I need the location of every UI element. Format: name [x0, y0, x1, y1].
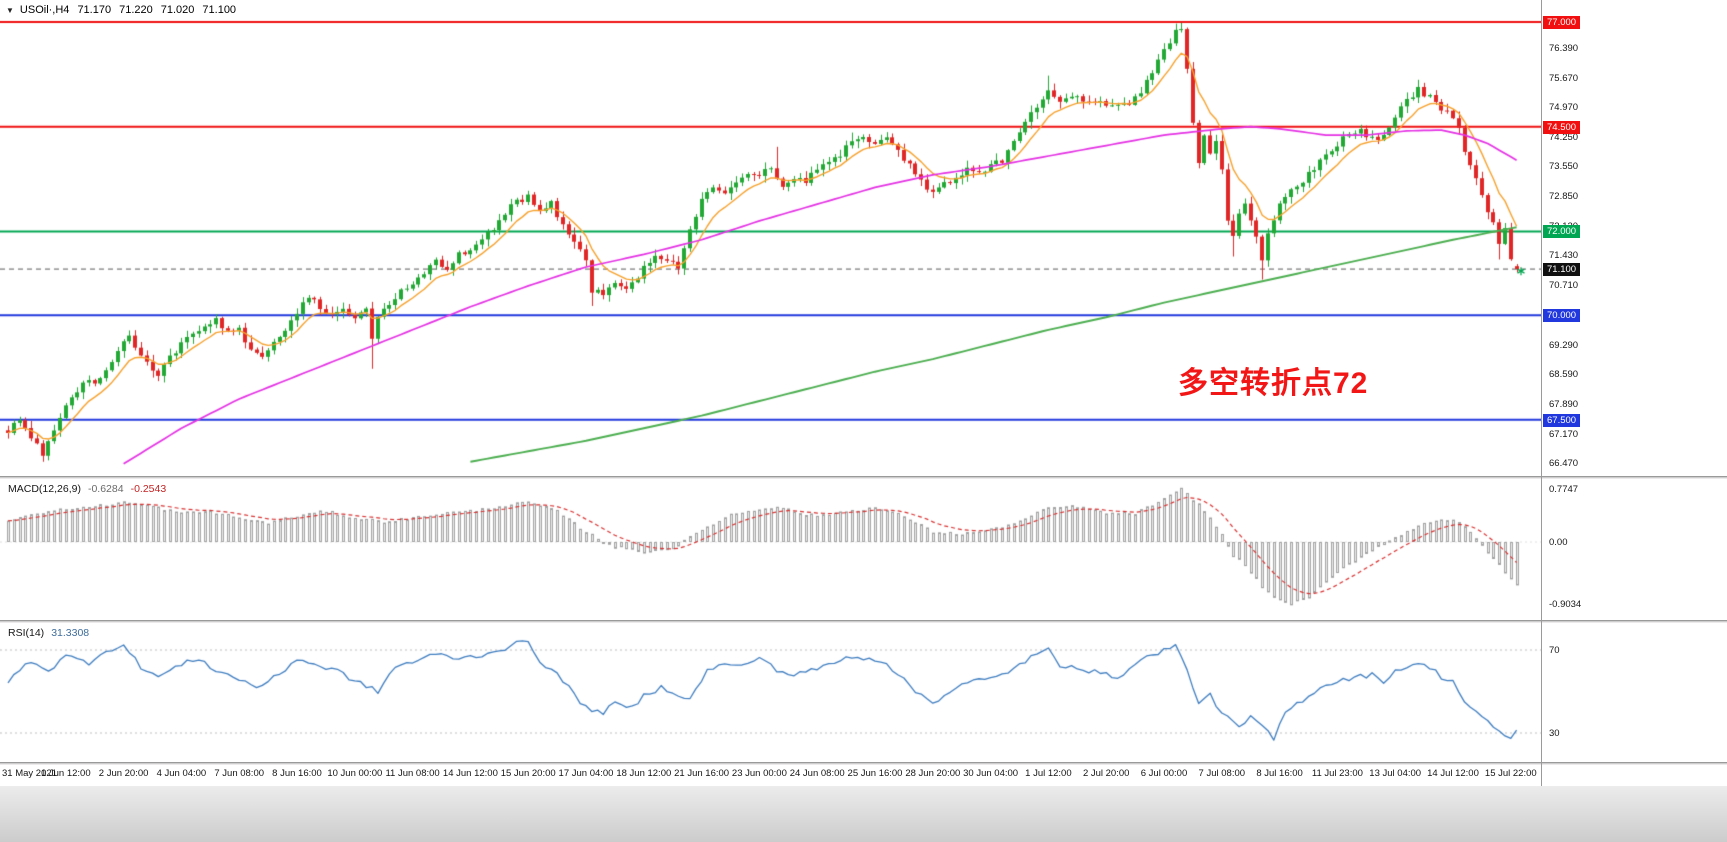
time-axis-label: 15 Jul 22:00: [1484, 768, 1537, 779]
rsi-panel-canvas[interactable]: [0, 623, 1541, 762]
price-axis-label: 71.430: [1549, 250, 1579, 262]
macd-axis[interactable]: 0.7747 0.00 -0.9034: [1542, 479, 1726, 620]
price-axis-badge: 77.000: [1543, 16, 1581, 29]
macd-axis-label: 0.00: [1549, 537, 1568, 548]
rsi-axis[interactable]: 70 30: [1542, 623, 1726, 762]
price-axis-badge: 67.500: [1543, 413, 1581, 427]
macd-label: MACD(12,26,9): [8, 483, 81, 495]
main-chart-canvas[interactable]: [0, 0, 1541, 476]
time-axis-label: 8 Jun 16:00: [272, 768, 322, 779]
panel-separator[interactable]: [0, 762, 1727, 765]
time-axis-label: 2 Jul 20:00: [1082, 768, 1130, 779]
rsi-header: RSI(14) 31.3308: [8, 627, 89, 639]
time-axis-label: 7 Jun 08:00: [214, 768, 265, 779]
time-axis-label: 18 Jun 12:00: [616, 768, 672, 779]
time-axis-label: 8 Jul 16:00: [1256, 768, 1303, 779]
price-axis-label: 74.250: [1549, 132, 1579, 144]
price-axis[interactable]: 76.39075.67074.97074.25073.55072.85072.1…: [1542, 0, 1726, 476]
price-axis-label: 69.290: [1549, 339, 1579, 351]
price-axis-label: 74.970: [1549, 102, 1579, 114]
time-axis-label: 25 Jun 16:00: [847, 768, 903, 779]
rsi-label: RSI(14): [8, 627, 45, 639]
panel-separator[interactable]: [0, 476, 1727, 479]
time-axis-label: 17 Jun 04:00: [558, 768, 614, 779]
time-axis-label: 6 Jul 00:00: [1140, 768, 1188, 779]
time-axis-label: 14 Jul 12:00: [1427, 768, 1479, 779]
symbol-dropdown-icon[interactable]: ▼: [6, 5, 14, 15]
time-axis-label: 11 Jun 08:00: [385, 768, 440, 779]
price-axis-badge: 70.000: [1543, 309, 1581, 323]
ohlc-high: 71.220: [119, 4, 153, 16]
price-axis-label: 67.170: [1549, 428, 1579, 440]
time-axis-label: 28 Jun 20:00: [905, 768, 961, 779]
time-axis-label: 31 May 2021: [2, 768, 57, 779]
chart-ohlc-header: ▼ USOil·,H4 71.170 71.220 71.020 71.100: [6, 4, 236, 16]
price-axis-label: 68.590: [1549, 369, 1579, 381]
window-bottom-area: [0, 786, 1727, 842]
ohlc-low: 71.020: [160, 4, 195, 16]
price-axis-label: 67.890: [1549, 398, 1579, 410]
time-axis-label: 21 Jun 16:00: [674, 768, 730, 779]
time-axis-label: 10 Jun 00:00: [327, 768, 383, 779]
time-axis-label: 24 Jun 08:00: [789, 768, 845, 779]
macd-panel-canvas[interactable]: [0, 479, 1541, 620]
time-axis-label: 2 Jun 20:00: [98, 768, 149, 779]
time-axis-label: 1 Jul 12:00: [1025, 768, 1072, 779]
chart-annotation-text: 多空转折点72: [1178, 367, 1369, 400]
price-axis-label: 75.670: [1549, 72, 1579, 84]
macd-axis-label: -0.9034: [1549, 599, 1582, 611]
price-axis-label: 66.470: [1549, 457, 1579, 469]
time-axis-label: 23 Jun 00:00: [731, 768, 787, 779]
rsi-axis-label: 30: [1549, 728, 1560, 739]
rsi-axis-label: 70: [1549, 645, 1560, 656]
macd-header: MACD(12,26,9) -0.6284 -0.2543: [8, 483, 166, 495]
price-axis-border: [1541, 0, 1542, 786]
price-axis-badge: 72.000: [1543, 225, 1581, 239]
time-axis-label: 7 Jul 08:00: [1198, 768, 1246, 779]
price-axis-label: 73.550: [1549, 161, 1579, 173]
rsi-value: 31.3308: [51, 627, 90, 639]
macd-signal-value: -0.2543: [130, 483, 167, 495]
time-axis-label: 13 Jul 04:00: [1369, 768, 1422, 779]
ohlc-close: 71.100: [202, 4, 237, 16]
price-axis-label: 76.390: [1549, 42, 1579, 54]
panel-separator[interactable]: [0, 620, 1727, 623]
macd-axis-label: 0.7747: [1549, 483, 1579, 495]
macd-main-value: -0.6284: [87, 483, 124, 495]
price-axis-badge: 74.500: [1543, 120, 1581, 134]
time-axis[interactable]: 31 May 2021 1 Jun 12:00 2 Jun 20:00 4 Jun 0…: [0, 765, 1541, 786]
time-axis-label: 14 Jun 12:00: [442, 768, 498, 779]
time-axis-label: 1 Jun 12:00: [40, 768, 91, 779]
time-axis-label: 30 Jun 04:00: [963, 768, 1019, 779]
price-axis-badge: 71.100: [1543, 263, 1581, 277]
symbol-period-label: USOil·,H4: [19, 4, 70, 16]
time-axis-label: 15 Jun 20:00: [500, 768, 556, 779]
price-axis-label: 70.710: [1549, 280, 1579, 292]
ohlc-open: 71.170: [77, 4, 112, 16]
time-axis-label: 4 Jun 04:00: [156, 768, 207, 779]
time-axis-label: 11 Jul 23:00: [1311, 768, 1363, 779]
price-axis-label: 72.850: [1549, 190, 1579, 202]
